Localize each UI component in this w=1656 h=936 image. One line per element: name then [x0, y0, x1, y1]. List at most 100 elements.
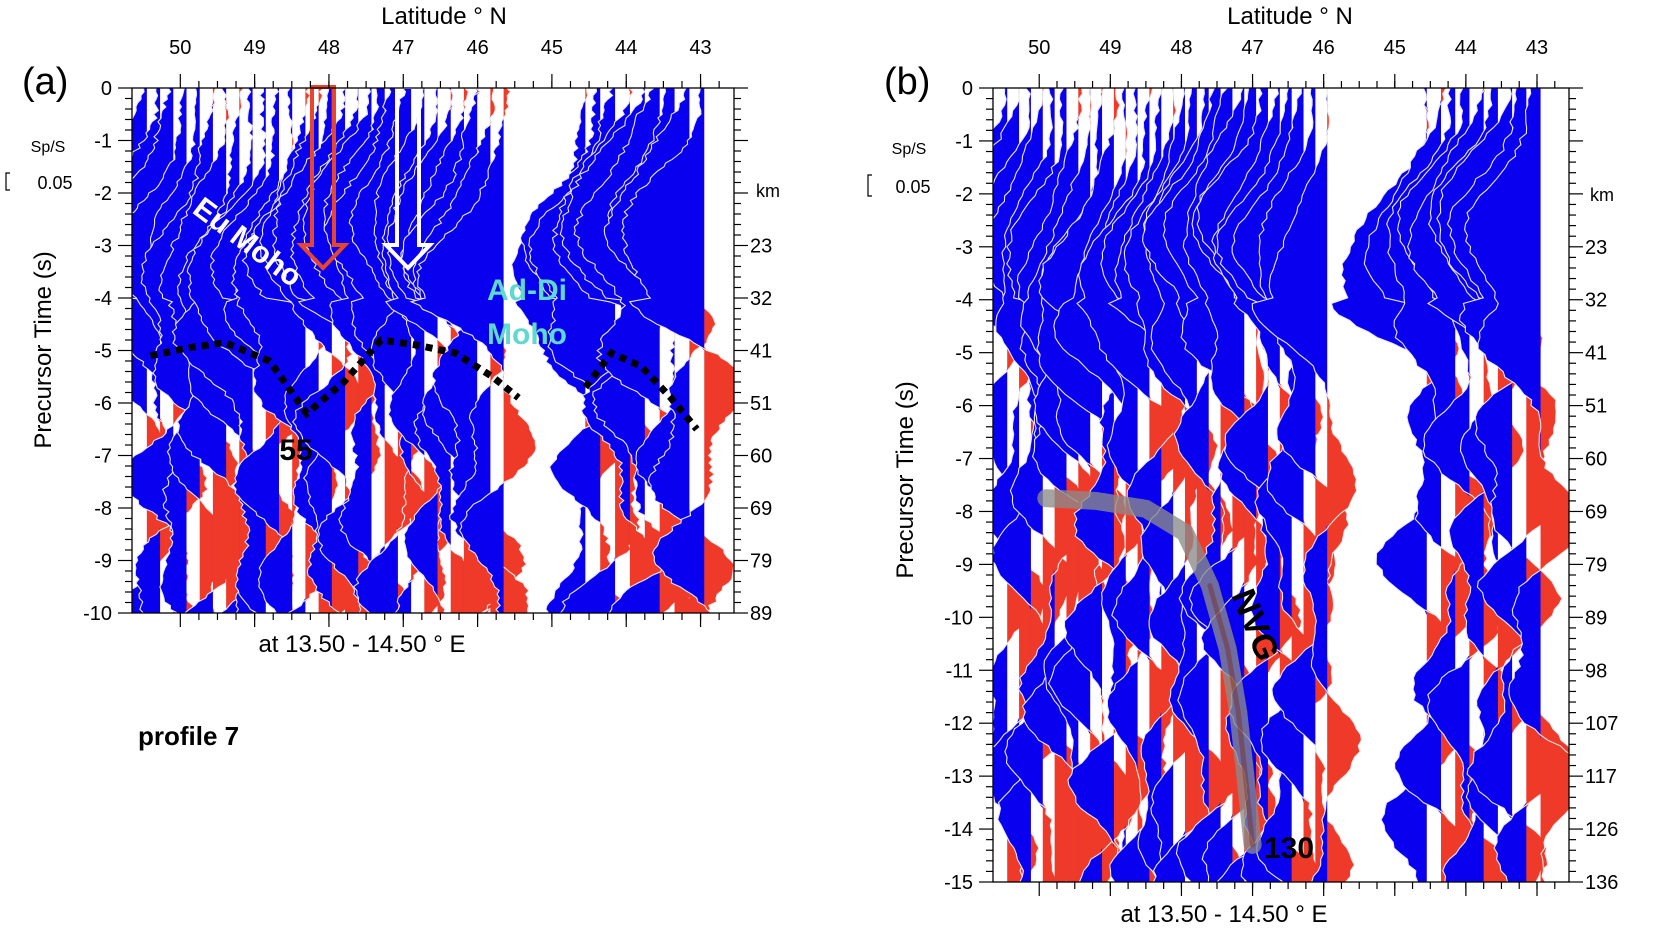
- panel-b-time-tick-label: -5: [955, 343, 973, 365]
- panel-b-lat-tick-label: 50: [1028, 37, 1050, 59]
- panel-a-trace-positive-fill: [384, 88, 428, 613]
- panel-a-lat-tick-label: 49: [244, 37, 266, 59]
- panel-b-depth-tick-label: 98: [1585, 660, 1607, 682]
- panel-b-trace-line: [1196, 88, 1314, 882]
- panel-b-trace-line: [1006, 88, 1106, 882]
- panel-b-depth-tick-label: 79: [1585, 554, 1607, 576]
- panel-a-scale-value: 0.05: [37, 173, 72, 193]
- panel-a-time-tick-label: -2: [94, 183, 112, 205]
- panel-b-trace-positive-fill: [1540, 88, 1569, 882]
- panel-b-trace-positive-fill: [1149, 88, 1188, 882]
- panel-a-top-axis-title: Latitude ° N: [381, 3, 507, 30]
- ngv-band-core: [1207, 583, 1256, 848]
- panel-a-depth-tick-label: 51: [750, 393, 772, 415]
- ad-di-moho-label-line2: Moho: [487, 318, 567, 351]
- panel-a-time-tick-label: -9: [94, 551, 112, 573]
- panel-a-trace-positive-fill: [463, 88, 507, 613]
- panel-a-label: (a): [22, 61, 68, 103]
- panel-a-lat-tick-label: 43: [689, 37, 711, 59]
- panel-a-trace-positive-fill: [199, 88, 226, 613]
- panel-b: (b) Latitude ° N at 13.50 - 14.50 ° E Pr…: [867, 3, 1618, 928]
- panel-b-depth-tick-label: 117: [1585, 766, 1617, 788]
- panel-a-trace-negative-fill: [158, 88, 227, 613]
- panel-b-depth-tick-label: 60: [1585, 449, 1607, 471]
- panel-a-time-tick-label: -6: [94, 393, 112, 415]
- panel-b-depth-tick-label: 32: [1585, 290, 1607, 312]
- panel-b-axes: 50 49 48 47 46 45 44 43 0 -1 -2 -3 -4 -5 -6 -7 -8 -9 -10 -1…: [944, 37, 1618, 896]
- panel-b-trace-positive-fill: [1303, 88, 1336, 882]
- panel-a-time-tick-label: -5: [94, 341, 112, 363]
- panel-b-lat-tick-label: 43: [1526, 37, 1548, 59]
- panel-b-label: (b): [884, 61, 930, 103]
- panel-b-time-tick-label: -9: [955, 554, 973, 576]
- panel-a-wiggle-traces: [132, 88, 734, 613]
- panel-a-lat-tick-label: 48: [318, 37, 340, 59]
- panel-a-eu-moho-dotted-line: [149, 336, 521, 419]
- panel-b-trace-negative-fill: [1464, 88, 1541, 882]
- panel-b-time-tick-label: -2: [955, 184, 973, 206]
- ad-di-moho-label-line1: Ad-Di: [487, 274, 567, 307]
- panel-b-scale-bar: [867, 174, 872, 197]
- panel-a-time-tick-label: 0: [101, 78, 112, 100]
- panel-a-white-arrow: [381, 85, 435, 271]
- panel-a-trace: [409, 88, 537, 613]
- panel-b-trace-positive-fill: [1455, 88, 1505, 882]
- panel-a-trace-line: [323, 88, 439, 613]
- panel-b-trace-line: [1436, 88, 1563, 882]
- panel-a-time-tick-label: -3: [94, 236, 112, 258]
- panel-b-trace-line: [1100, 88, 1196, 882]
- panel-b-lat-tick-label: 46: [1313, 37, 1335, 59]
- panel-b-y-axis-title: Precursor Time (s): [892, 381, 919, 578]
- panel-b-lat-tick-label: 47: [1241, 37, 1263, 59]
- panel-a-lat-tick-label: 50: [169, 37, 191, 59]
- panel-b-depth-tick-label: 136: [1585, 872, 1618, 894]
- panel-b-wiggle-traces: [993, 88, 1569, 882]
- profile-label: profile 7: [138, 721, 239, 751]
- panel-a-depth-tick-label: 79: [750, 551, 772, 573]
- panel-a-scale-bar: [5, 172, 10, 191]
- panel-b-depth-tick-label: 41: [1585, 343, 1607, 365]
- panel-a-ad-di-moho-dotted-line: [582, 348, 700, 432]
- panel-b-lat-tick-label: 48: [1170, 37, 1192, 59]
- panel-b-time-tick-label: -14: [944, 819, 973, 841]
- panel-b-plot-frame: [992, 87, 1570, 883]
- panel-a-bottom-caption: at 13.50 - 14.50 ° E: [258, 631, 465, 658]
- panel-b-depth-tick-label: 107: [1585, 713, 1618, 735]
- panel-a-trace-positive-fill: [704, 88, 734, 613]
- panel-a-plot-frame: [131, 87, 735, 614]
- panel-a-trace-positive-fill: [600, 88, 629, 613]
- panel-a-trace-positive-fill: [644, 88, 702, 613]
- panel-b-lat-tick-label: 44: [1455, 37, 1477, 59]
- panel-b-bottom-caption: at 13.50 - 14.50 ° E: [1120, 901, 1327, 928]
- panel-a-trace-line: [621, 88, 734, 613]
- panel-b-trace-positive-fill: [1054, 88, 1093, 882]
- panel-a-time-tick-label: -10: [83, 603, 112, 625]
- panel-a-lat-tick-label: 47: [392, 37, 414, 59]
- panel-a-depth-tick-label: 69: [750, 498, 772, 520]
- panel-b-time-tick-label: 0: [962, 78, 973, 100]
- panel-b-lat-tick-label: 49: [1099, 37, 1121, 59]
- panel-b-depth-tick-label: 51: [1585, 396, 1607, 418]
- panel-b-time-tick-label: -6: [955, 396, 973, 418]
- panel-a-trace-line: [409, 88, 537, 613]
- panel-a-depth-tick-label: 23: [750, 236, 772, 258]
- panel-a-lat-tick-label: 46: [466, 37, 488, 59]
- panel-b-trace-line: [1142, 88, 1235, 882]
- panel-b-time-tick-label: -15: [944, 872, 973, 894]
- panel-a-lat-tick-label: 44: [615, 37, 637, 59]
- panel-b-km-header: km: [1590, 185, 1614, 205]
- panel-b-depth-tick-label: 89: [1585, 607, 1607, 629]
- panel-a-trace-line: [323, 88, 429, 613]
- panel-b-trace: [1464, 88, 1569, 882]
- panel-b-trace-line: [1258, 88, 1356, 882]
- panel-a-trace-line: [241, 88, 366, 613]
- panel-a-depth-tick-label: 41: [750, 341, 772, 363]
- panel-b-scale-label: Sp/S: [892, 141, 927, 158]
- panel-b-trace-positive-fill: [1185, 88, 1218, 882]
- panel-a-depth-tick-label: 60: [750, 446, 772, 468]
- panel-b-time-tick-label: -7: [955, 449, 973, 471]
- panel-a-time-tick-label: -1: [94, 131, 112, 153]
- panel-b-depth-tick-label: 126: [1585, 819, 1618, 841]
- panel-b-depth-tick-label: 69: [1585, 501, 1607, 523]
